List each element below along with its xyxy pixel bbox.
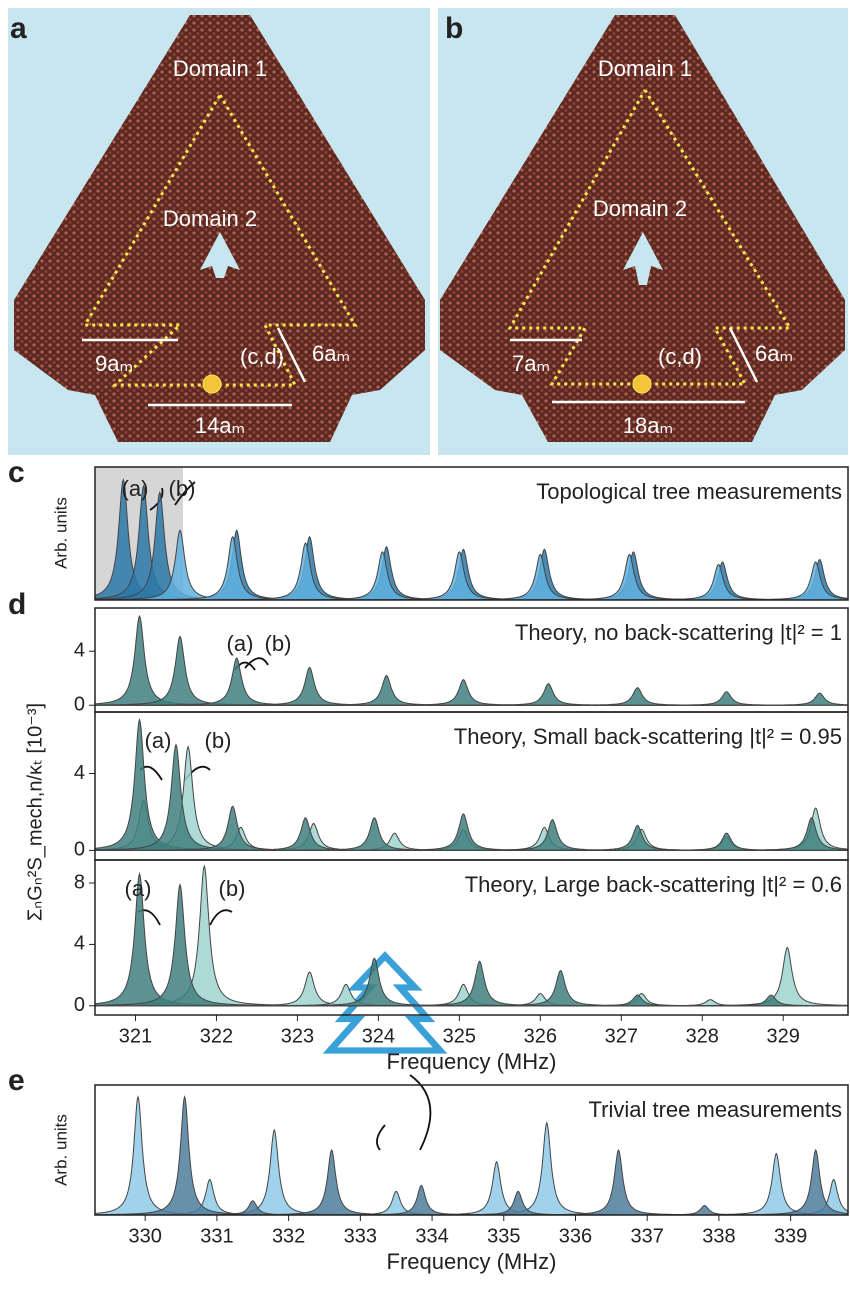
- annotation: (a): [125, 876, 152, 901]
- label: (c,d): [658, 344, 702, 369]
- label: 14aₘ: [195, 413, 245, 438]
- peak: [672, 1150, 848, 1215]
- peak: [658, 693, 848, 705]
- y-tick-label: 0: [74, 994, 85, 1016]
- panel-label: c: [8, 456, 25, 489]
- x-tick-label: 324: [362, 1025, 395, 1047]
- annotation: (b): [169, 476, 196, 501]
- x-tick-label: 336: [559, 1225, 592, 1247]
- annotation: (b): [205, 728, 232, 753]
- label: Domain 1: [173, 56, 267, 81]
- y-axis-label: Arb. units: [51, 1114, 70, 1186]
- y-axis-label: Arb. units: [51, 497, 70, 569]
- peak: [403, 1123, 690, 1215]
- annotation: (b): [219, 876, 246, 901]
- x-tick-label: 326: [524, 1025, 557, 1047]
- panel-label: a: [10, 12, 27, 45]
- x-tick-label: 325: [443, 1025, 476, 1047]
- chart-title: Theory, Large back-scattering |t|² = 0.6: [465, 872, 842, 897]
- peak: [391, 820, 715, 851]
- panel-label: e: [8, 1064, 25, 1097]
- label: 6aₘ: [755, 341, 793, 366]
- y-axis-label: ΣₙGₙ²S_mech,n/κₜ [10⁻³]: [24, 703, 46, 921]
- chart-title: Theory, Small back-scattering |t|² = 0.9…: [454, 724, 842, 749]
- x-tick-label: 331: [200, 1225, 233, 1247]
- x-tick-label: 321: [119, 1025, 152, 1047]
- peak: [625, 948, 848, 1006]
- x-tick-label: 330: [129, 1225, 162, 1247]
- probe: [203, 375, 221, 393]
- y-tick-label: 4: [74, 762, 85, 784]
- x-tick-label: 335: [487, 1225, 520, 1247]
- peak: [476, 825, 800, 850]
- peak: [297, 552, 621, 600]
- x-tick-label: 338: [702, 1225, 735, 1247]
- annotation: (a): [145, 728, 172, 753]
- x-tick-label: 329: [767, 1025, 800, 1047]
- peak: [212, 818, 536, 851]
- peak: [476, 688, 800, 706]
- x-tick-label: 328: [686, 1025, 719, 1047]
- label: (c,d): [240, 344, 284, 369]
- label: Domain 1: [598, 56, 692, 81]
- y-tick-label: 0: [74, 694, 85, 716]
- chart-title: Theory, no back-scattering |t|² = 1: [515, 620, 842, 645]
- chart-title: Trivial tree measurements: [589, 1097, 842, 1122]
- peak: [399, 971, 723, 1006]
- y-tick-label: 8: [74, 871, 85, 893]
- peak: [188, 1150, 475, 1215]
- y-tick-label: 0: [74, 839, 85, 861]
- x-tick-label: 322: [200, 1025, 233, 1047]
- label: 6aₘ: [312, 341, 350, 366]
- peak: [378, 554, 702, 600]
- x-tick-label: 333: [344, 1225, 377, 1247]
- panel-b: b Domain 1 Domain 2 7aₘ (c,d) 6aₘ 18aₘ: [438, 8, 848, 455]
- x-axis-label: Frequency (MHz): [387, 1049, 557, 1074]
- chart-title: Topological tree measurements: [536, 479, 842, 504]
- annotation: (b): [265, 631, 292, 656]
- panel-label: b: [445, 12, 463, 45]
- y-tick-label: 4: [74, 640, 85, 662]
- annotation: (a): [122, 476, 149, 501]
- label: 18aₘ: [623, 413, 673, 438]
- panel-a: a Domain 1 Domain 2 9aₘ (c,d) 6aₘ 14aₘ: [8, 8, 430, 455]
- probe: [633, 375, 651, 393]
- peak: [301, 680, 625, 706]
- peak: [225, 676, 549, 706]
- panel-label: d: [8, 588, 26, 621]
- peak: [386, 684, 710, 706]
- x-tick-label: 332: [272, 1225, 305, 1247]
- label: 7aₘ: [512, 351, 550, 376]
- peak: [95, 616, 302, 705]
- x-tick-label: 339: [774, 1225, 807, 1247]
- x-tick-label: 323: [281, 1025, 314, 1047]
- label: Domain 2: [163, 206, 257, 231]
- label: 9aₘ: [95, 351, 133, 376]
- x-tick-label: 327: [605, 1025, 638, 1047]
- x-tick-label: 334: [415, 1225, 448, 1247]
- label: Domain 2: [593, 196, 687, 221]
- y-tick-label: 4: [74, 933, 85, 955]
- x-axis-label: Frequency (MHz): [387, 1249, 557, 1274]
- peak: [301, 814, 625, 850]
- annotation: (a): [227, 631, 254, 656]
- x-tick-label: 337: [631, 1225, 664, 1247]
- figure: a Domain 1 Domain 2 9aₘ (c,d) 6aₘ 14aₘ b…: [0, 0, 850, 1287]
- peak: [467, 554, 791, 600]
- peak: [221, 552, 545, 600]
